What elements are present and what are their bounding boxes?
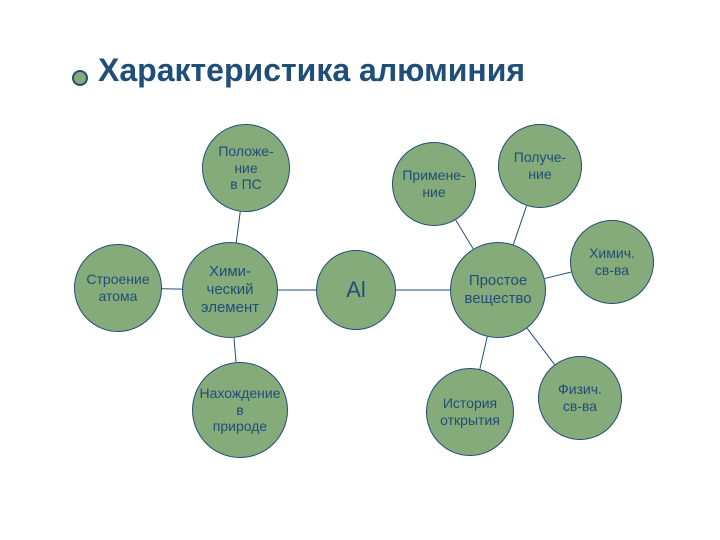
- node-obtain: Получе-ние: [498, 124, 582, 208]
- node-history: Историяоткрытия: [426, 368, 514, 456]
- edge-substance-chem_prop: [545, 272, 572, 279]
- node-use: Примене-ние: [392, 142, 476, 226]
- title-bullet-icon: [72, 70, 88, 86]
- edge-substance-history: [480, 337, 487, 369]
- node-nature: Нахождениевприроде: [192, 362, 288, 458]
- edge-substance-use: [456, 220, 473, 249]
- node-phys_prop: Физич.св-ва: [538, 356, 622, 440]
- edge-chem_elem-nature: [234, 338, 236, 362]
- edge-chem_elem-position: [236, 212, 240, 243]
- node-substance: Простоевещество: [450, 242, 546, 338]
- node-chem_prop: Химич.св-ва: [570, 220, 654, 304]
- edge-substance-phys_prop: [527, 328, 555, 364]
- edge-substance-obtain: [513, 206, 526, 245]
- node-al: Al: [316, 250, 396, 330]
- slide-title: Характеристика алюминия: [98, 52, 525, 89]
- node-chem_elem: Хими-ческийэлемент: [182, 242, 278, 338]
- node-structure: Строениеатома: [74, 244, 162, 332]
- node-position: Положе-ниев ПС: [202, 124, 290, 212]
